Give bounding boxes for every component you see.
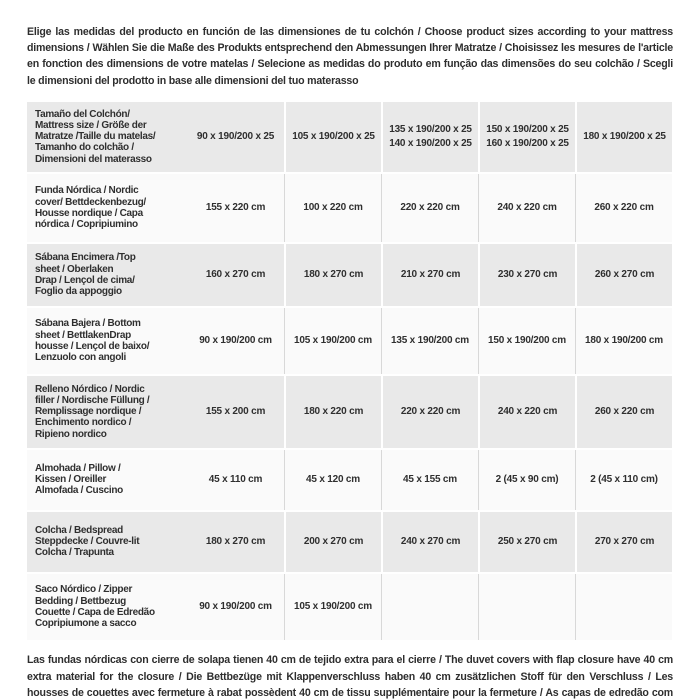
product-size-table: Tamaño del Colchón/ Mattress size / Größ… bbox=[27, 100, 672, 642]
size-cell bbox=[575, 573, 672, 640]
product-label-cell: Almohada / Pillow / Kissen / Oreiller Al… bbox=[27, 449, 187, 510]
size-cell: 2 (45 x 90 cm) bbox=[478, 449, 575, 510]
size-cell bbox=[478, 573, 575, 640]
size-cell: 2 (45 x 110 cm) bbox=[575, 449, 672, 510]
flap-closure-note: Las fundas nórdicas con cierre de solapa… bbox=[27, 654, 673, 700]
size-cell: 220 x 220 cm bbox=[381, 375, 478, 448]
product-label-cell: Relleno Nórdico / Nordic filler / Nordis… bbox=[27, 375, 187, 448]
size-cell: 230 x 270 cm bbox=[478, 243, 575, 306]
size-cell: 240 x 270 cm bbox=[381, 511, 478, 572]
size-cell: 105 x 190/200 x 25 bbox=[284, 101, 381, 172]
size-cell: 200 x 270 cm bbox=[284, 511, 381, 572]
size-cell: 105 x 190/200 cm bbox=[284, 573, 381, 640]
product-label-cell: Funda Nórdica / Nordic cover/ Bettdecken… bbox=[27, 173, 187, 242]
size-cell: 210 x 270 cm bbox=[381, 243, 478, 306]
size-cell: 100 x 220 cm bbox=[284, 173, 381, 242]
size-cell: 260 x 220 cm bbox=[575, 173, 672, 242]
size-cell: 240 x 220 cm bbox=[478, 173, 575, 242]
table-row-bottom-sheet: Sábana Bajera / Bottom sheet / Bettlaken… bbox=[27, 307, 672, 374]
size-cell: 150 x 190/200 x 25 160 x 190/200 x 25 bbox=[478, 101, 575, 172]
size-cell: 160 x 270 cm bbox=[187, 243, 284, 306]
size-cell: 45 x 120 cm bbox=[284, 449, 381, 510]
size-cell: 135 x 190/200 x 25 140 x 190/200 x 25 bbox=[381, 101, 478, 172]
size-cell: 155 x 220 cm bbox=[187, 173, 284, 242]
intro-text: Elige las medidas del producto en funció… bbox=[27, 25, 673, 87]
product-label-cell: Tamaño del Colchón/ Mattress size / Größ… bbox=[27, 101, 187, 172]
size-cell: 250 x 270 cm bbox=[478, 511, 575, 572]
table-row-top-sheet: Sábana Encimera /Top sheet / Oberlaken D… bbox=[27, 243, 672, 306]
table-row-mattress-size: Tamaño del Colchón/ Mattress size / Größ… bbox=[27, 101, 672, 172]
table-row-nordic-filler: Relleno Nórdico / Nordic filler / Nordis… bbox=[27, 375, 672, 448]
size-cell: 180 x 270 cm bbox=[187, 511, 284, 572]
product-label-cell: Colcha / Bedspread Steppdecke / Couvre-l… bbox=[27, 511, 187, 572]
table-row-zipper-bedding: Saco Nórdico / Zipper Bedding / Bettbezu… bbox=[27, 573, 672, 640]
table-row-pillow: Almohada / Pillow / Kissen / Oreiller Al… bbox=[27, 449, 672, 510]
size-cell: 90 x 190/200 cm bbox=[187, 307, 284, 374]
product-label-cell: Sábana Encimera /Top sheet / Oberlaken D… bbox=[27, 243, 187, 306]
product-label-cell: Saco Nórdico / Zipper Bedding / Bettbezu… bbox=[27, 573, 187, 640]
size-cell: 155 x 200 cm bbox=[187, 375, 284, 448]
size-cell: 90 x 190/200 cm bbox=[187, 573, 284, 640]
size-cell: 260 x 270 cm bbox=[575, 243, 672, 306]
table-row-duvet-cover: Funda Nórdica / Nordic cover/ Bettdecken… bbox=[27, 173, 672, 242]
size-cell: 180 x 190/200 cm bbox=[575, 307, 672, 374]
size-cell: 180 x 270 cm bbox=[284, 243, 381, 306]
size-cell: 180 x 220 cm bbox=[284, 375, 381, 448]
size-cell: 260 x 220 cm bbox=[575, 375, 672, 448]
size-cell: 45 x 110 cm bbox=[187, 449, 284, 510]
size-cell: 180 x 190/200 x 25 bbox=[575, 101, 672, 172]
size-cell: 220 x 220 cm bbox=[381, 173, 478, 242]
size-cell: 270 x 270 cm bbox=[575, 511, 672, 572]
size-cell: 45 x 155 cm bbox=[381, 449, 478, 510]
size-cell bbox=[381, 573, 478, 640]
product-label-cell: Sábana Bajera / Bottom sheet / Bettlaken… bbox=[27, 307, 187, 374]
size-cell: 105 x 190/200 cm bbox=[284, 307, 381, 374]
size-cell: 135 x 190/200 cm bbox=[381, 307, 478, 374]
size-cell: 90 x 190/200 x 25 bbox=[187, 101, 284, 172]
size-cell: 150 x 190/200 cm bbox=[478, 307, 575, 374]
table-row-bedspread: Colcha / Bedspread Steppdecke / Couvre-l… bbox=[27, 511, 672, 572]
size-cell: 240 x 220 cm bbox=[478, 375, 575, 448]
